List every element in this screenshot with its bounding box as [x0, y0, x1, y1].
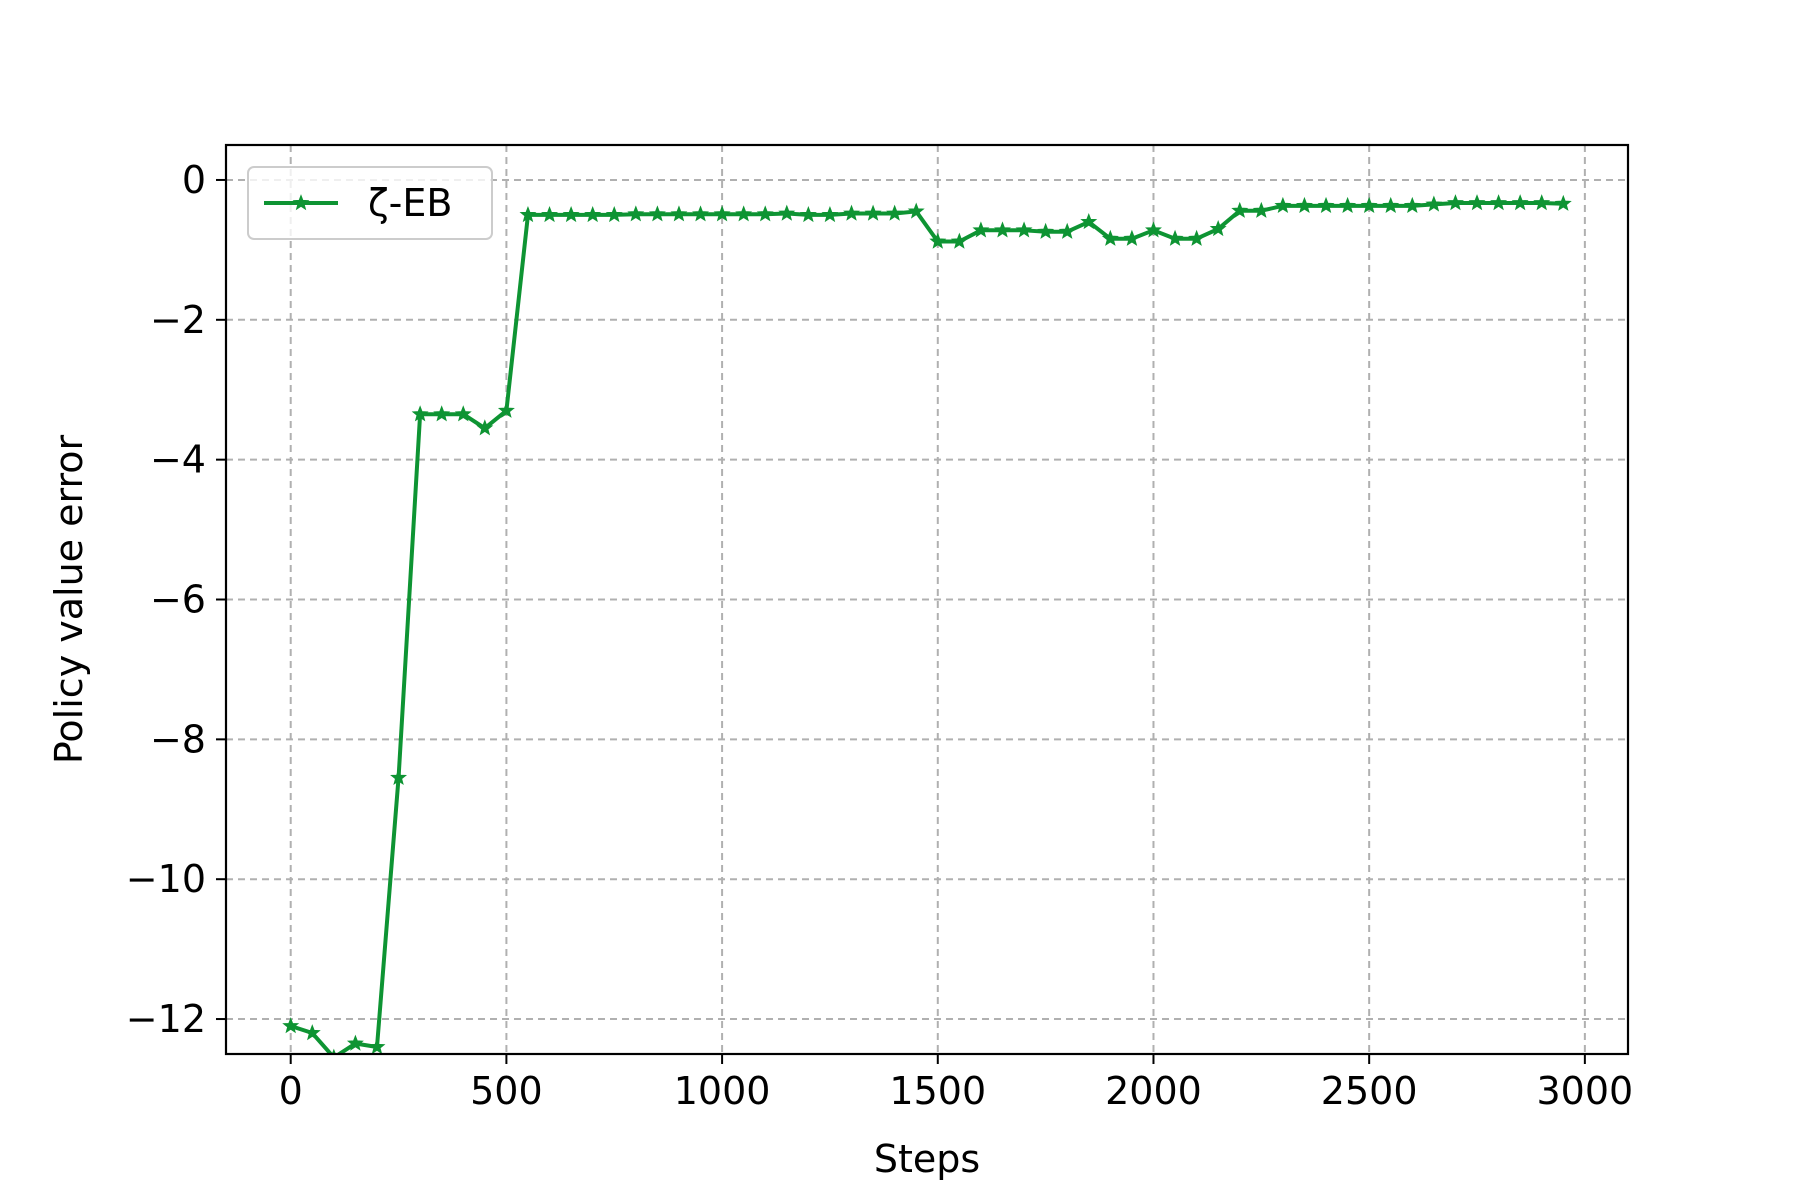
data-point: [670, 205, 688, 222]
y-tick-label: −2: [150, 298, 206, 342]
y-axis-label: Policy value error: [47, 435, 91, 765]
data-point: [648, 205, 666, 222]
grid: [226, 145, 1628, 1054]
legend-marker: [292, 194, 310, 211]
data-point: [735, 205, 753, 222]
data-point: [497, 401, 515, 418]
data-point: [1145, 221, 1162, 238]
data-point: [605, 206, 623, 223]
data-point: [1360, 196, 1378, 214]
legend-box: [247, 166, 493, 240]
plot-data: [282, 194, 1572, 1054]
x-tick-label: 3000: [1537, 1069, 1634, 1113]
data-point: [972, 221, 990, 238]
series-line: [290, 201, 1564, 1054]
data-point: [1252, 201, 1270, 218]
y-tick-label: −12: [126, 997, 206, 1041]
data-point: [346, 1034, 364, 1051]
x-tick-label: 1500: [889, 1069, 986, 1113]
data-point: [541, 206, 558, 223]
data-point: [1403, 196, 1421, 214]
data-point: [562, 206, 580, 223]
data-point: [1490, 194, 1508, 211]
data-point: [1037, 222, 1055, 239]
ticks: 0 500 1000 1500 2000 2500 3000 0 −2 −4 −6 −8 −10 −12: [126, 158, 1633, 1113]
x-tick-label: 1000: [674, 1069, 771, 1113]
data-point: [929, 232, 947, 249]
data-point: [799, 206, 817, 223]
y-tick-label: −10: [126, 857, 206, 901]
data-point: [1274, 196, 1292, 214]
data-point: [1554, 194, 1572, 211]
x-tick-label: 2500: [1321, 1069, 1418, 1113]
data-point: [713, 205, 731, 222]
data-point: [1511, 194, 1529, 211]
data-point: [864, 204, 882, 221]
data-point: [411, 405, 429, 422]
data-point: [368, 1038, 386, 1054]
data-point: [1382, 196, 1400, 214]
data-point: [1209, 220, 1227, 237]
data-point: [1425, 195, 1443, 212]
data-point: [1317, 196, 1335, 214]
data-point: [303, 1024, 321, 1041]
data-point: [692, 205, 709, 222]
data-point: [1166, 229, 1184, 246]
x-tick-label: 2000: [1105, 1069, 1202, 1113]
data-point: [584, 206, 602, 223]
data-point: [778, 204, 796, 221]
y-tick-label: −6: [150, 578, 206, 622]
data-point: [843, 204, 860, 221]
data-point: [994, 221, 1011, 238]
data-point: [1446, 194, 1464, 211]
y-tick-label: −8: [150, 717, 206, 761]
data-point: [454, 405, 472, 422]
legend-label-zeta-eb: ζ-EB: [368, 181, 452, 225]
data-point: [627, 205, 645, 222]
data-point: [1231, 201, 1249, 218]
data-point: [1101, 229, 1119, 246]
data-point: [1015, 221, 1033, 238]
data-point: [1058, 222, 1076, 239]
x-tick-label: 0: [279, 1069, 303, 1113]
data-point: [907, 202, 925, 219]
data-point: [1080, 213, 1098, 230]
y-tick-label: −4: [150, 438, 206, 482]
data-point: [1533, 194, 1551, 211]
legend-star-icon: [292, 194, 310, 211]
data-point: [1296, 196, 1313, 214]
data-point: [950, 232, 968, 249]
x-tick-label: 500: [470, 1069, 543, 1113]
data-point: [821, 206, 839, 223]
data-point: [1339, 196, 1357, 214]
legend: ζ-EB: [247, 166, 493, 240]
data-point: [476, 419, 494, 436]
data-point: [519, 206, 537, 223]
data-point: [282, 1017, 300, 1034]
data-point: [433, 405, 451, 422]
data-point: [756, 205, 774, 222]
data-point: [1123, 229, 1141, 246]
data-point: [1188, 229, 1206, 246]
data-point: [886, 204, 904, 221]
data-point: [390, 768, 408, 786]
x-axis-label: Steps: [874, 1137, 980, 1181]
data-point: [1468, 194, 1486, 211]
y-tick-label: 0: [182, 158, 206, 202]
